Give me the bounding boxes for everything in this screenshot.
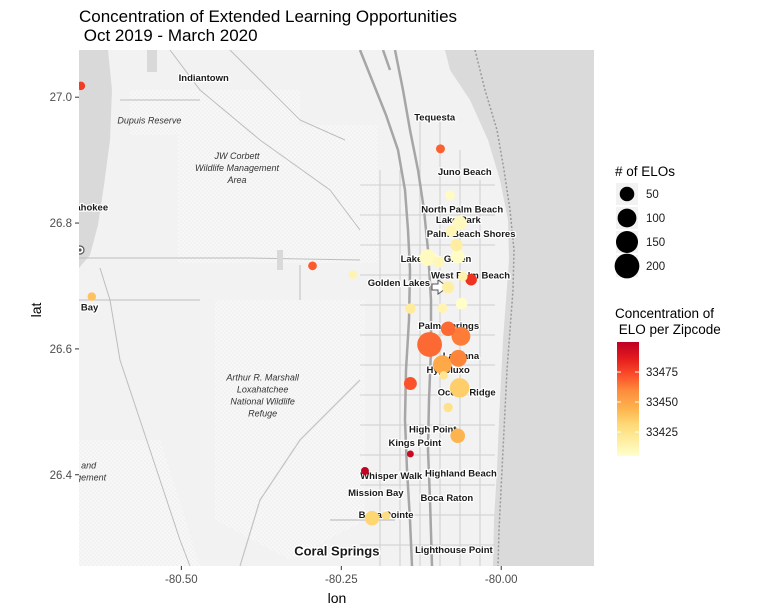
- color-legend-label: 33425: [646, 427, 678, 439]
- data-point: [419, 249, 436, 266]
- data-point: [440, 321, 456, 337]
- data-point: [437, 303, 448, 313]
- reserve-corbett: [178, 125, 378, 263]
- reserve-label-0: Dupuis Reserve: [117, 116, 181, 126]
- data-point: [87, 292, 97, 301]
- place-label: h Bay: [72, 303, 99, 314]
- roads: [79, 50, 361, 566]
- color-legend-title-2: ELO per Zipcode: [615, 322, 721, 337]
- place-label: Kings Point: [388, 438, 442, 449]
- size-legend-dot: [614, 253, 640, 279]
- data-point: [417, 332, 442, 357]
- place-label: Tequesta: [414, 112, 456, 123]
- data-point: [348, 270, 358, 279]
- x-tick-label: -80.25: [325, 574, 358, 586]
- map-panel: Dupuis Reserve JW Corbett Wildlife Managem…: [69, 50, 594, 566]
- reserve-dupuis: [130, 90, 300, 135]
- color-legend-label: 33475: [646, 367, 678, 379]
- x-tick-label: -80.00: [485, 574, 518, 586]
- y-axis-label: lat: [28, 303, 44, 318]
- data-points: [79, 81, 477, 526]
- data-point: [308, 261, 317, 271]
- size-legend-label: 50: [646, 189, 659, 201]
- size-legend-label: 150: [646, 237, 665, 249]
- size-legend-title: # of ELOs: [615, 164, 675, 179]
- data-point: [432, 355, 452, 375]
- color-legend-label: 33450: [646, 397, 678, 409]
- data-point: [405, 303, 416, 314]
- data-point: [361, 467, 369, 475]
- data-point: [449, 378, 470, 398]
- data-point: [432, 256, 445, 268]
- data-point: [381, 511, 391, 520]
- chart-title: Concentration of Extended Learning Oppor…: [79, 7, 457, 26]
- place-label: High Point: [409, 425, 457, 436]
- size-legend: # of ELOs 50 100 150 200: [614, 164, 675, 279]
- data-point: [439, 371, 448, 380]
- place-label-large: Coral Springs: [294, 543, 379, 558]
- place-label: Whisper Walk: [360, 471, 423, 482]
- highways: [358, 50, 434, 566]
- data-point: [452, 216, 467, 231]
- data-point: [450, 238, 463, 252]
- place-label: Golden Lakes: [368, 278, 430, 289]
- color-legend-bar: [617, 342, 639, 456]
- place-label: Pahokee: [69, 202, 108, 213]
- y-tick-label: 26.6: [50, 344, 72, 356]
- data-point: [450, 428, 466, 444]
- place-label: Palm Beach Shores: [427, 229, 516, 240]
- data-point: [435, 144, 445, 154]
- data-point: [449, 349, 467, 367]
- atlantic-ocean: [445, 50, 594, 566]
- place-label: Mission Bay: [348, 488, 404, 499]
- reserve-label-2: Arthur R. Marshall Loxahatchee National Wi…: [225, 372, 300, 418]
- airport-icon: [431, 279, 449, 295]
- place-label: Boca Raton: [420, 493, 473, 504]
- data-point: [455, 297, 468, 310]
- data-point: [458, 271, 468, 282]
- data-point: [79, 81, 86, 91]
- data-point: [451, 326, 471, 346]
- small-water-1: [147, 50, 157, 72]
- size-legend-dot: [617, 208, 637, 228]
- x-tick-label: -80.50: [165, 574, 198, 586]
- y-tick-label: 27.0: [50, 92, 72, 104]
- ocean-boundary-line: [474, 50, 515, 566]
- data-point: [443, 402, 453, 413]
- color-legend: Concentration of ELO per Zipcode 33425 33…: [615, 306, 721, 456]
- chart-subtitle: Oct 2019 - March 2020: [79, 26, 258, 45]
- reserve-label-3: and agement: [71, 460, 107, 482]
- place-label: Juno Beach: [438, 167, 492, 178]
- y-axis: 26.4 26.6 26.8 27.0: [50, 92, 79, 482]
- place-label: Lighthouse Point: [415, 545, 493, 556]
- small-water-2: [277, 250, 283, 270]
- data-point: [445, 190, 455, 201]
- data-point: [403, 377, 417, 390]
- data-point: [441, 281, 455, 294]
- place-label: North Palm Beach: [421, 204, 503, 215]
- data-point: [465, 273, 477, 286]
- data-point: [406, 450, 414, 458]
- reserve-labels: Dupuis Reserve JW Corbett Wildlife Managem…: [71, 116, 300, 483]
- x-axis: -80.50 -80.25 -80.00: [165, 566, 518, 586]
- size-legend-dot: [619, 186, 635, 202]
- place-label: Indiantown: [179, 73, 229, 84]
- place-label: Highland Beach: [425, 469, 497, 480]
- color-legend-title-1: Concentration of: [615, 306, 714, 321]
- reserve-label-1: JW Corbett Wildlife Management Area: [195, 151, 279, 185]
- x-axis-label: lon: [328, 590, 347, 606]
- size-legend-label: 200: [646, 261, 665, 273]
- y-tick-label: 26.4: [50, 470, 73, 482]
- size-legend-label: 100: [646, 213, 665, 225]
- data-point: [364, 510, 380, 526]
- data-point: [445, 225, 457, 237]
- data-point: [450, 249, 465, 264]
- y-tick-label: 26.8: [50, 218, 72, 230]
- size-legend-dot: [615, 230, 639, 254]
- lake-okeechobee: [79, 50, 112, 268]
- reserve-loxahatchee: [215, 300, 365, 560]
- reserve-west: [79, 440, 200, 566]
